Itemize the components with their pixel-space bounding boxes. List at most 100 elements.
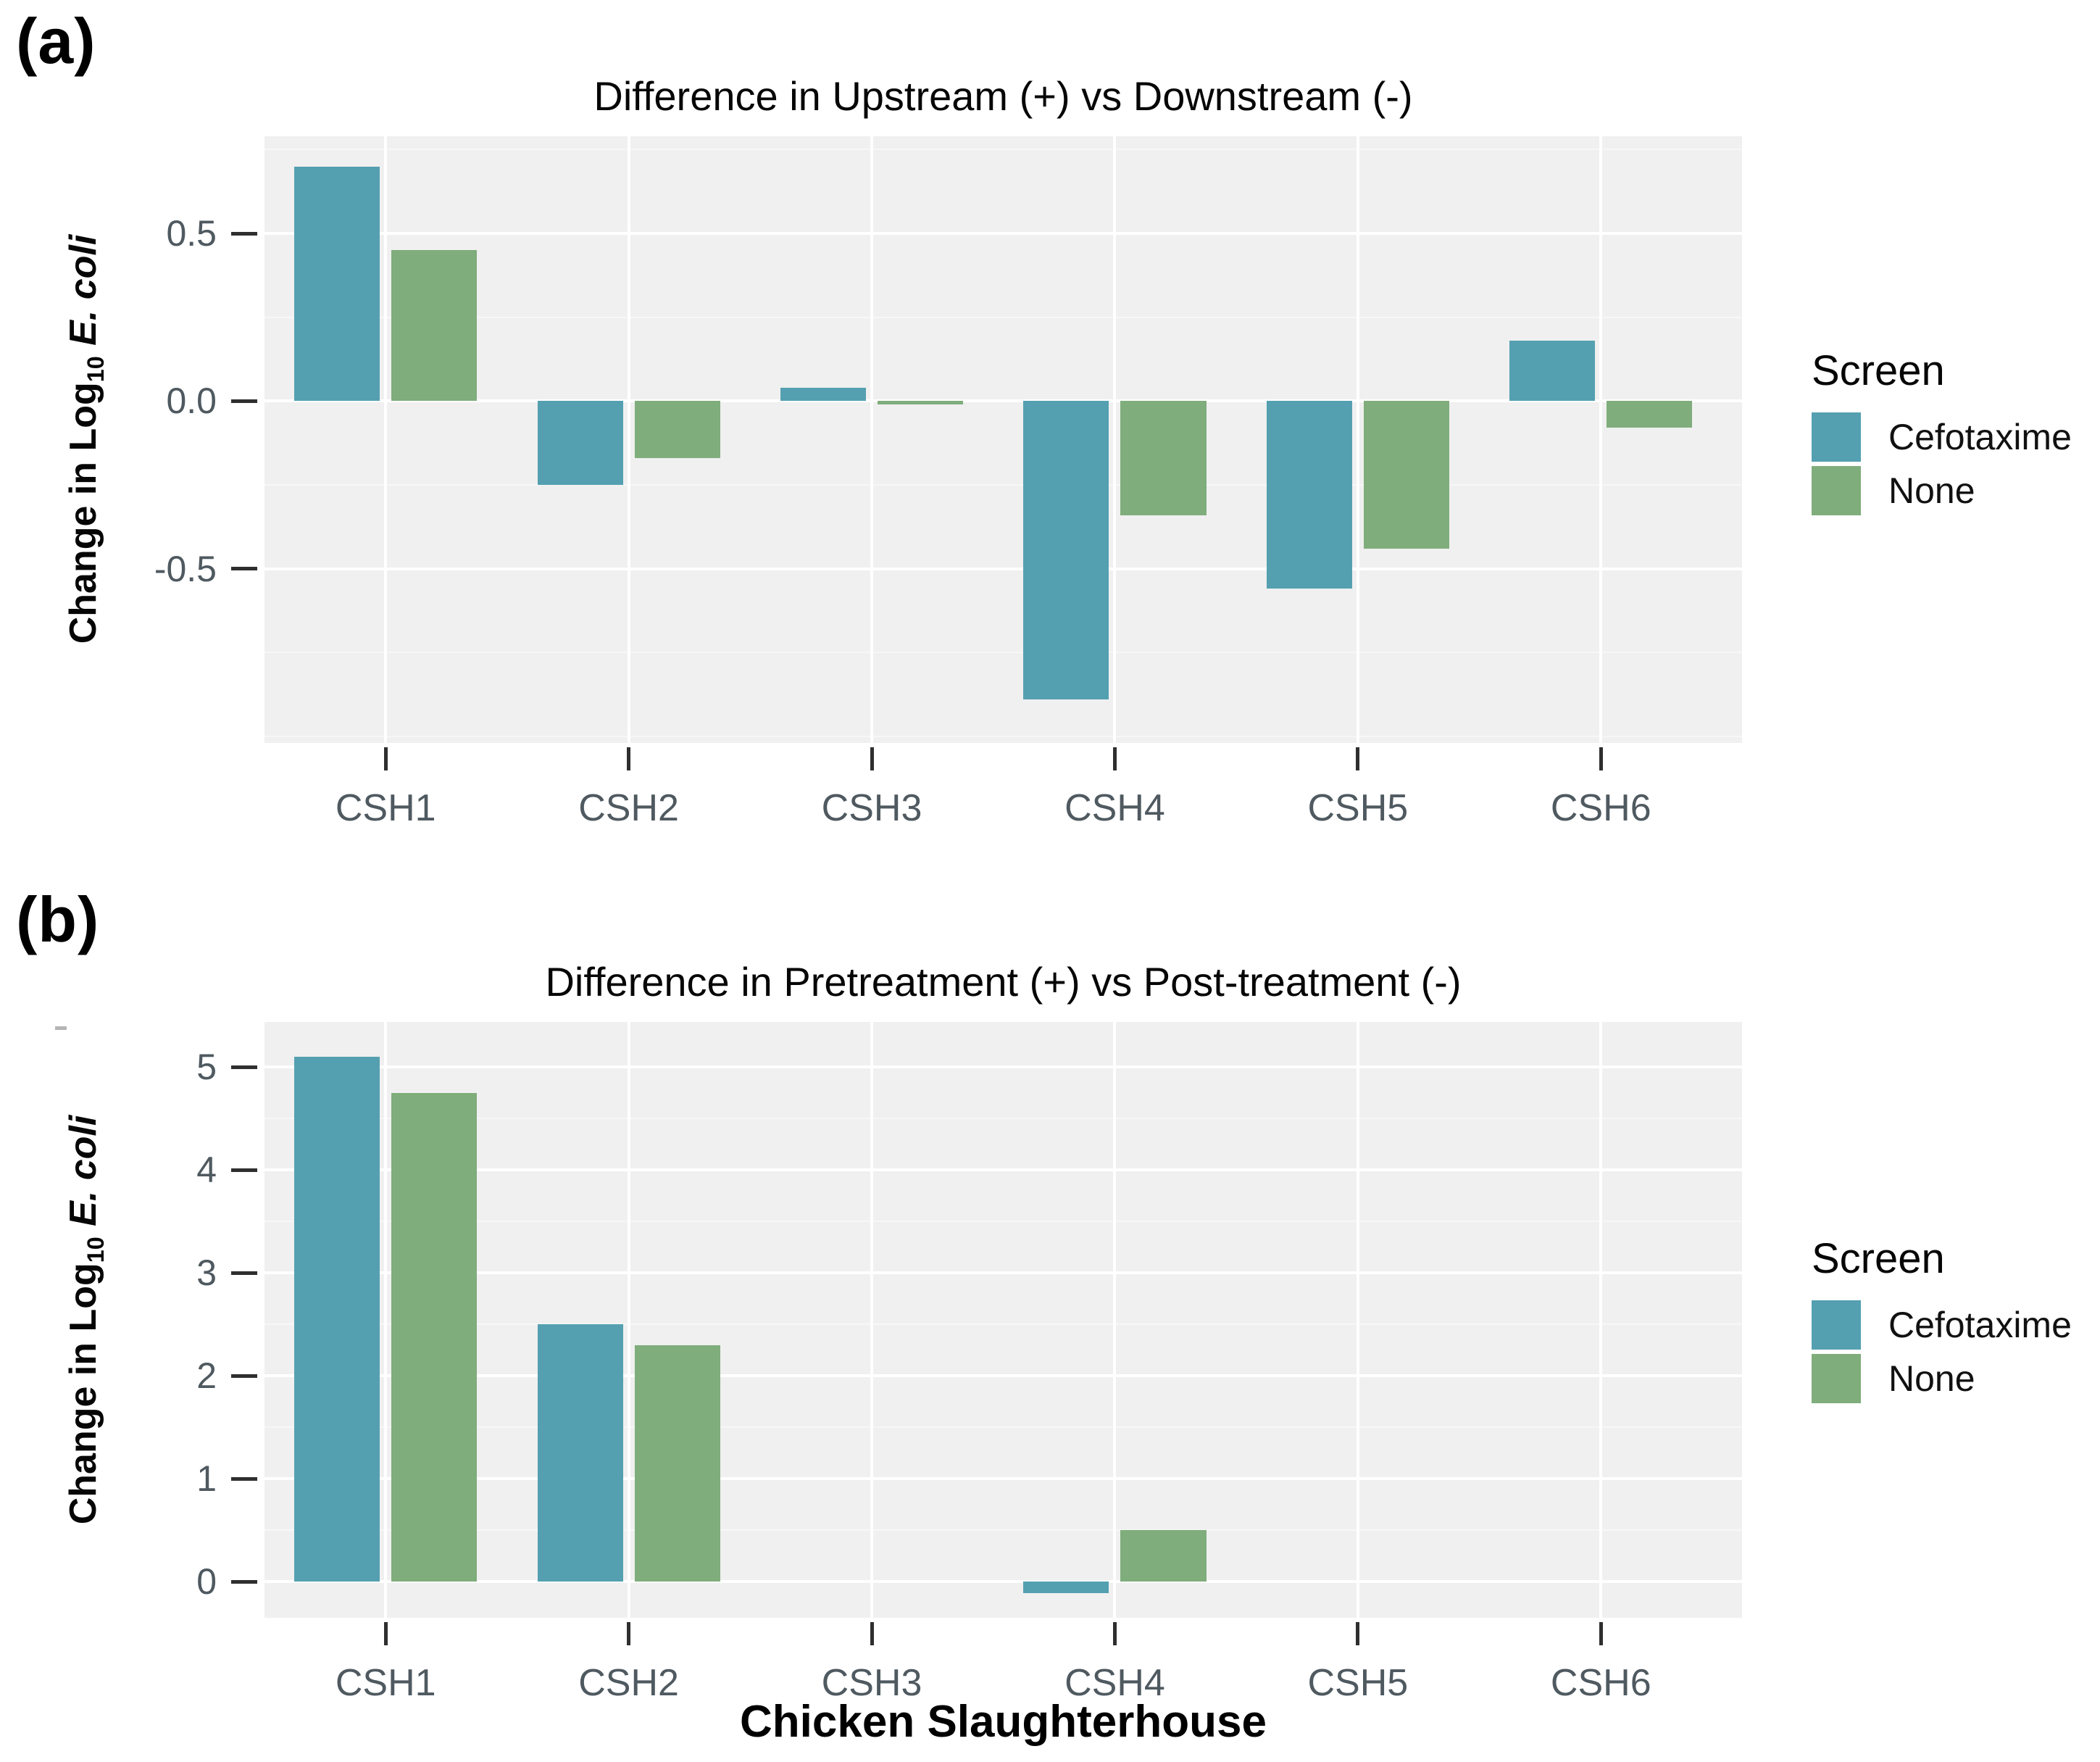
cefotaxime-swatch-icon	[1812, 412, 1861, 462]
x-tick-label-csh6: CSH6	[1550, 787, 1651, 829]
chart-a-plot-area	[264, 136, 1742, 743]
x-tick-mark	[1112, 1622, 1117, 1645]
x-tick-label-csh4: CSH4	[1064, 1662, 1165, 1704]
chart-b-plot-area	[264, 1022, 1742, 1618]
major-gridline	[264, 1168, 1742, 1172]
legend-item-label: None	[1888, 470, 1975, 511]
major-gridline	[264, 1477, 1742, 1481]
y-tick-label: -0.5	[154, 548, 217, 589]
bar-csh4-cefotaxime	[1023, 1582, 1109, 1593]
x-tick-mark	[383, 747, 388, 770]
legend-item-cefotaxime: Cefotaxime	[1812, 412, 2100, 462]
major-gridline	[264, 1374, 1742, 1378]
bar-csh4-none	[1120, 1530, 1207, 1582]
legend-item-cefotaxime: Cefotaxime	[1812, 1300, 2100, 1350]
bar-csh3-none	[878, 401, 964, 404]
x-tick-label-csh1: CSH1	[335, 1662, 436, 1704]
panel-b-label: (b)	[16, 884, 100, 955]
y-tick-label: 0.5	[166, 213, 217, 254]
major-gridline	[264, 1065, 1742, 1069]
x-tick-mark	[1356, 747, 1360, 770]
legend-item-label: Cefotaxime	[1888, 1305, 2072, 1345]
bar-csh3-cefotaxime	[780, 387, 866, 402]
x-tick-label-csh1: CSH1	[335, 787, 436, 829]
minor-gridline	[264, 1323, 1742, 1326]
x-tick-label-csh3: CSH3	[821, 787, 922, 829]
x-tick-mark	[1599, 747, 1603, 770]
x-tick-mark	[1356, 1622, 1360, 1645]
minor-gridline	[264, 149, 1742, 151]
vertical-gridline	[627, 1022, 630, 1618]
y-tick-label: 0	[196, 1561, 217, 1603]
y-tick-label: 3	[196, 1252, 217, 1294]
x-tick-mark	[1599, 1622, 1603, 1645]
legend-item-none: None	[1812, 1354, 2100, 1403]
none-swatch-icon	[1812, 466, 1861, 515]
x-tick-label-csh4: CSH4	[1064, 787, 1165, 829]
bar-csh1-cefotaxime	[294, 166, 380, 402]
y-tick-label: 2	[196, 1355, 217, 1397]
bar-csh4-none	[1120, 401, 1207, 515]
vertical-gridline	[384, 1022, 388, 1618]
y-tick-mark	[231, 231, 257, 236]
vertical-gridline	[870, 136, 874, 743]
chart-b-title: Difference in Pretreatment (+) vs Post-t…	[545, 959, 1462, 1005]
minor-gridline	[264, 1118, 1742, 1120]
legend-title: Screen	[1812, 1235, 1945, 1282]
y-tick-label: 1	[196, 1458, 217, 1500]
y-tick-mark	[231, 1579, 257, 1584]
vertical-gridline	[384, 136, 388, 743]
x-tick-mark	[383, 1622, 388, 1645]
y-tick-mark	[231, 1374, 257, 1378]
vertical-gridline	[870, 1022, 874, 1618]
major-gridline	[264, 1580, 1742, 1584]
minor-gridline	[264, 316, 1742, 318]
legend-item-none: None	[1812, 466, 2100, 515]
major-gridline	[264, 232, 1742, 236]
legend-item-label: None	[1888, 1358, 1975, 1399]
y-axis-label-italic: E. coli	[62, 1115, 104, 1237]
bar-csh1-none	[391, 1092, 478, 1582]
legend-title: Screen	[1812, 347, 1945, 394]
chart-a-title: Difference in Upstream (+) vs Downstream…	[593, 73, 1413, 119]
x-tick-mark	[1112, 747, 1117, 770]
y-tick-label: 0.0	[166, 381, 217, 422]
minor-gridline	[264, 1529, 1742, 1532]
x-tick-mark	[870, 747, 874, 770]
bar-csh6-none	[1607, 401, 1693, 428]
x-tick-label-csh5: CSH5	[1307, 1662, 1409, 1704]
legend-a: Screen Cefotaxime None	[1812, 346, 2100, 520]
major-gridline	[264, 399, 1742, 403]
vertical-gridline	[1599, 1022, 1603, 1618]
vertical-gridline	[1113, 1022, 1117, 1618]
y-tick-mark	[231, 1271, 257, 1275]
bar-csh2-cefotaxime	[537, 401, 623, 485]
minor-gridline	[264, 483, 1742, 486]
bar-csh1-cefotaxime	[294, 1057, 380, 1582]
x-axis-title: Chicken Slaughterhouse	[740, 1697, 1267, 1747]
bar-csh1-none	[391, 250, 478, 402]
y-tick-mark	[231, 567, 257, 571]
vertical-gridline	[1356, 1022, 1359, 1618]
bar-csh5-none	[1363, 401, 1449, 549]
y-tick-mark	[231, 399, 257, 403]
vertical-gridline	[1599, 136, 1603, 743]
vertical-gridline	[627, 136, 630, 743]
none-swatch-icon	[1812, 1354, 1861, 1403]
bar-csh2-cefotaxime	[537, 1324, 623, 1582]
y-tick-mark	[231, 1065, 257, 1069]
bar-csh2-none	[634, 401, 720, 458]
x-tick-label-csh2: CSH2	[578, 787, 679, 829]
bar-csh4-cefotaxime	[1023, 401, 1109, 699]
bar-csh5-cefotaxime	[1266, 401, 1352, 589]
x-tick-mark	[627, 1622, 631, 1645]
vertical-gridline	[1356, 136, 1359, 743]
x-tick-mark	[870, 1622, 874, 1645]
x-tick-mark	[627, 747, 631, 770]
minor-gridline	[264, 1426, 1742, 1429]
legend-item-label: Cefotaxime	[1888, 417, 2072, 457]
stray-mark	[55, 1026, 67, 1030]
